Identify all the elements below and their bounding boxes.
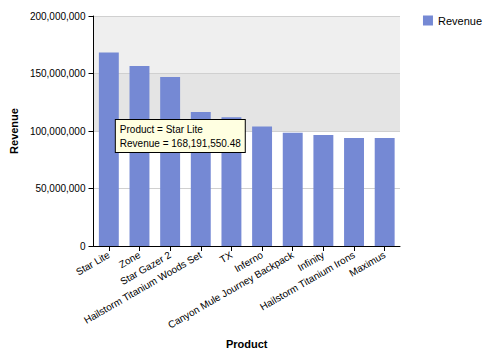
svg-text:Star Gazer 2: Star Gazer 2 xyxy=(118,249,173,288)
svg-text:Zone: Zone xyxy=(117,249,143,271)
svg-text:Canyon Mule Journey Backpack: Canyon Mule Journey Backpack xyxy=(166,249,296,330)
svg-text:TX: TX xyxy=(218,249,235,265)
svg-text:Product: Product xyxy=(226,338,268,350)
svg-text:Star Lite: Star Lite xyxy=(74,249,112,277)
svg-text:Revenue = 168,191,550.48: Revenue = 168,191,550.48 xyxy=(120,138,241,149)
svg-text:Hailstorm Titanium Woods Set: Hailstorm Titanium Woods Set xyxy=(81,249,204,326)
svg-text:200,000,000: 200,000,000 xyxy=(30,11,86,22)
svg-text:Product = Star Lite: Product = Star Lite xyxy=(120,124,204,135)
svg-text:Revenue: Revenue xyxy=(438,15,482,27)
svg-text:Revenue: Revenue xyxy=(8,108,20,154)
svg-text:50,000,000: 50,000,000 xyxy=(35,183,85,194)
svg-text:Maximus: Maximus xyxy=(347,249,387,279)
svg-text:0: 0 xyxy=(80,241,86,252)
svg-text:100,000,000: 100,000,000 xyxy=(30,126,86,137)
svg-text:Infinity: Infinity xyxy=(295,249,327,274)
svg-text:Inferno: Inferno xyxy=(232,249,265,275)
svg-text:150,000,000: 150,000,000 xyxy=(30,68,86,79)
svg-text:Hailstorm Titanium Irons: Hailstorm Titanium Irons xyxy=(258,249,357,312)
